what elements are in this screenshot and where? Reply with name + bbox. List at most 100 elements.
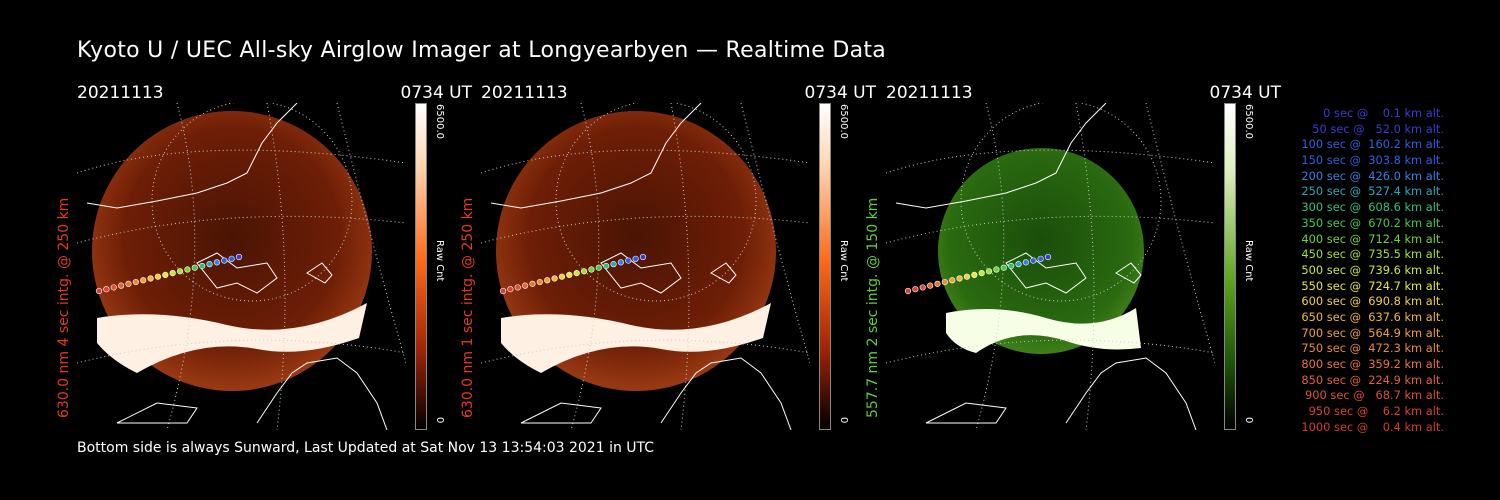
trajectory-point (632, 255, 639, 262)
airglow-panel-3: 20211113 0734 UT 557.7 nm 2 sec intg. @ … (865, 80, 1286, 430)
coastline (116, 402, 198, 424)
trajectory-point (125, 280, 132, 287)
trajectory-point (507, 286, 514, 293)
trajectory-point (603, 262, 610, 270)
trajectory-point (118, 282, 125, 289)
panel-date: 20211113 (77, 83, 164, 103)
grid-circle (960, 103, 1162, 302)
legend-item: 250 sec @ 527.4 km alt. (1297, 184, 1444, 199)
legend-item: 550 sec @ 724.7 km alt. (1297, 278, 1444, 293)
trajectory-point (228, 255, 235, 262)
trajectory-point (610, 261, 617, 268)
panel-wavelength-label: 557.7 nm 2 sec intg. @ 150 km (865, 197, 881, 418)
grid-line (77, 149, 406, 174)
trajectory-point (963, 273, 971, 280)
legend-item: 950 sec @ 6.2 km alt. (1305, 404, 1444, 419)
trajectory-point (176, 268, 184, 275)
trajectory-point (95, 287, 103, 295)
trajectory-point (956, 275, 963, 282)
legend-item: 900 sec @ 68.7 km alt. (1301, 388, 1444, 403)
footer-note: Bottom side is always Sunward, Last Upda… (77, 440, 655, 456)
coastline (306, 262, 333, 284)
legend-item: 750 sec @ 472.3 km alt. (1297, 341, 1444, 356)
grid-line (481, 215, 810, 244)
trajectory-point (927, 282, 934, 289)
coastline (1065, 357, 1197, 430)
trajectory-point (110, 284, 117, 291)
colorbar-max: 6500.0 (434, 104, 445, 139)
trajectory-point (213, 259, 220, 266)
colorbar (415, 103, 427, 430)
coastline (86, 103, 298, 209)
trajectory-point (544, 277, 551, 284)
coastline (925, 402, 1007, 424)
trajectory-point (912, 286, 919, 293)
grid-line (77, 339, 406, 364)
trajectory-point (639, 253, 647, 261)
colorbar-max: 6500.0 (838, 104, 849, 139)
trajectory-point (184, 266, 191, 273)
legend-item: 700 sec @ 564.9 km alt. (1297, 325, 1444, 340)
trajectory-point (1000, 264, 1007, 271)
trajectory-point (971, 271, 978, 278)
legend-item: 650 sec @ 637.6 km alt. (1297, 309, 1444, 324)
grid-line (481, 339, 810, 364)
coastline (660, 357, 792, 430)
legend-item: 450 sec @ 735.5 km alt. (1297, 247, 1444, 262)
trajectory-point (1030, 257, 1037, 264)
panel-time: 0734 UT (804, 83, 877, 103)
colorbar-min: 0 (1243, 417, 1254, 424)
trajectory-point (1037, 255, 1044, 262)
trajectory-point (169, 270, 176, 277)
trajectory-point (985, 268, 993, 275)
trajectory-point (1044, 253, 1052, 261)
trajectory-point (191, 264, 198, 271)
trajectory-point (103, 286, 110, 293)
trajectory-point (993, 266, 1000, 273)
colorbar (819, 103, 831, 430)
trajectory-point (499, 287, 507, 295)
trajectory-point (1022, 259, 1029, 266)
grid-line (481, 149, 810, 174)
allsky-map (886, 103, 1215, 430)
legend-item: 200 sec @ 426.0 km alt. (1297, 168, 1444, 183)
panel-date: 20211113 (481, 83, 568, 103)
trajectory-point (1015, 261, 1022, 268)
aurora-band (946, 308, 1141, 353)
aurora-band (97, 303, 367, 373)
trajectory-point (206, 261, 213, 268)
allsky-image (886, 103, 1215, 430)
coastline (490, 103, 702, 209)
trajectory-point (199, 262, 206, 270)
trajectory-point (221, 257, 228, 264)
altitude-legend: 0 sec @ 0.1 km alt. 50 sec @ 52.0 km alt… (1262, 106, 1444, 435)
trajectory-point (147, 275, 154, 282)
legend-item: 850 sec @ 224.9 km alt. (1297, 372, 1444, 387)
page-title: Kyoto U / UEC All-sky Airglow Imager at … (77, 38, 887, 63)
trajectory-point (573, 270, 580, 277)
grid-line (1145, 103, 1215, 364)
allsky-image (77, 103, 406, 430)
aurora-band (501, 303, 771, 373)
trajectory-point (132, 278, 139, 286)
trajectory-point (588, 266, 595, 273)
grid-line (886, 149, 1215, 174)
trajectory-point (919, 284, 926, 291)
trajectory-point (558, 273, 566, 280)
legend-item: 100 sec @ 160.2 km alt. (1297, 137, 1444, 152)
trajectory-point (949, 277, 956, 284)
grid-line (77, 215, 406, 244)
colorbar (1224, 103, 1236, 430)
grid-circle (151, 103, 353, 302)
trajectory-point (529, 280, 536, 287)
legend-item: 300 sec @ 608.6 km alt. (1297, 200, 1444, 215)
legend-item: 500 sec @ 739.6 km alt. (1297, 262, 1444, 277)
panel-wavelength-label: 630.0 nm 1 sec intg. @ 250 km (460, 197, 476, 418)
grid-line (166, 103, 196, 430)
allsky-map (481, 103, 810, 430)
grid-line (1075, 103, 1095, 430)
grid-line (670, 103, 690, 430)
panel-time: 0734 UT (400, 83, 473, 103)
colorbar-label: Raw Cnt (838, 240, 849, 282)
legend-item: 50 sec @ 52.0 km alt. (1305, 121, 1444, 136)
